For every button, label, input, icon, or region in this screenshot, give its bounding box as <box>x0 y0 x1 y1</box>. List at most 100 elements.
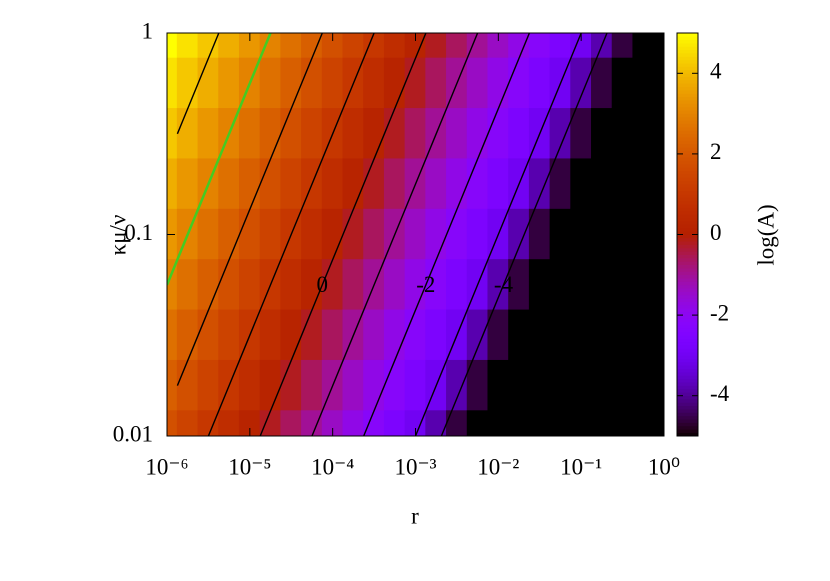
colorbar-swatch <box>677 140 698 145</box>
colorbar-tick-label: 4 <box>710 59 722 84</box>
colorbar-swatch <box>677 264 698 269</box>
colorbar-swatch <box>677 126 698 131</box>
heatmap-cell <box>259 208 282 261</box>
heatmap-cell <box>632 57 655 110</box>
colorbar-swatch <box>677 425 698 430</box>
colorbar-swatch <box>677 99 698 104</box>
heatmap-cell <box>528 410 551 436</box>
heatmap-cell <box>632 108 655 160</box>
contour-line <box>207 33 375 436</box>
heatmap-cell <box>591 259 613 311</box>
colorbar-swatch <box>677 210 698 215</box>
heatmap-cell <box>591 108 613 160</box>
y-tick-label: 0.01 <box>113 421 153 446</box>
heatmap-cell <box>549 108 572 160</box>
heatmap-cell <box>570 108 593 160</box>
colorbar-swatch <box>677 167 698 171</box>
colorbar-swatch <box>677 136 698 141</box>
heatmap-cell <box>363 410 385 436</box>
colorbar-swatch <box>677 308 698 313</box>
colorbar-swatch <box>677 197 698 202</box>
colorbar-swatch <box>677 281 698 286</box>
colorbar-swatch <box>677 220 698 225</box>
colorbar-swatch <box>677 341 698 346</box>
heatmap-cell <box>570 158 593 210</box>
heatmap-cell <box>383 359 406 412</box>
heatmap-cell <box>611 158 634 210</box>
heatmap-cell <box>167 108 178 160</box>
heatmap-cell <box>653 57 664 110</box>
heatmap-cell <box>342 208 365 261</box>
colorbar-swatch <box>677 422 698 427</box>
colorbar-swatch <box>677 36 698 41</box>
heatmap-cell <box>528 158 551 210</box>
heatmap-cell <box>238 108 261 160</box>
colorbar-swatch <box>677 388 698 393</box>
heatmap-cell <box>383 410 406 436</box>
heatmap-cell <box>466 359 489 412</box>
y-tick-label: 1 <box>142 18 154 43</box>
heatmap-cell <box>549 33 572 59</box>
heatmap-cell <box>549 158 572 210</box>
heatmap-cell <box>425 309 448 361</box>
colorbar-swatch <box>677 368 698 373</box>
heatmap-cell <box>487 309 510 361</box>
colorbar-swatch <box>677 257 698 262</box>
contour-line <box>440 33 608 436</box>
heatmap-cell <box>383 33 406 59</box>
colorbar-swatch <box>677 365 698 370</box>
colorbar-swatch <box>677 120 698 124</box>
colorbar-swatch <box>677 200 698 205</box>
heatmap-cell <box>528 33 551 59</box>
heatmap-cell <box>197 208 220 261</box>
colorbar-swatch <box>677 217 698 222</box>
heatmap-cell <box>280 57 303 110</box>
heatmap-cell <box>487 57 510 110</box>
heatmap-cell <box>167 57 178 110</box>
heatmap-cell <box>528 359 551 412</box>
heatmap-cell <box>632 410 655 436</box>
heatmap-cell <box>363 57 385 110</box>
colorbar-swatch <box>677 177 698 182</box>
heatmap-cell <box>167 359 178 412</box>
colorbar-swatch <box>677 106 698 111</box>
colorbar-swatch <box>677 89 698 94</box>
heatmap-cell <box>611 410 634 436</box>
heatmap-cell <box>197 359 220 412</box>
heatmap-cell <box>528 259 551 311</box>
heatmap-cell <box>466 410 489 436</box>
heatmap-cell <box>570 33 593 59</box>
x-tick-label: 10⁻² <box>477 454 519 479</box>
heatmap-cell <box>176 33 199 59</box>
heatmap-cell <box>591 359 613 412</box>
contour-line <box>176 33 220 135</box>
heatmap-cell <box>508 359 530 412</box>
heatmap-cell <box>197 410 220 436</box>
colorbar-swatch <box>677 224 698 229</box>
colorbar-swatch <box>677 314 698 319</box>
heatmap-cell <box>611 108 634 160</box>
heatmap-cell <box>342 33 365 59</box>
heatmap-cell <box>167 259 178 311</box>
colorbar-swatch <box>677 237 698 242</box>
colorbar-swatch <box>677 318 698 323</box>
contour-line <box>363 33 531 436</box>
heatmap-cell <box>466 33 489 59</box>
heatmap-cell <box>218 158 240 210</box>
colorbar-swatch <box>677 361 698 366</box>
heatmap-cell <box>487 410 510 436</box>
colorbar-swatch <box>677 73 698 77</box>
heatmap-cell <box>591 208 613 261</box>
heatmap-cell <box>632 309 655 361</box>
colorbar-swatch <box>677 291 698 296</box>
heatmap-cell <box>321 33 344 59</box>
heatmap-cell <box>167 410 178 436</box>
heatmap-cell <box>383 309 406 361</box>
colorbar-swatch <box>677 173 698 178</box>
x-tick-label: 10⁻⁴ <box>311 454 354 479</box>
heatmap-cell <box>508 33 530 59</box>
colorbar-swatch <box>677 381 698 386</box>
heatmap-cell <box>653 158 664 210</box>
colorbar-swatch <box>677 378 698 383</box>
heatmap-cell <box>383 158 406 210</box>
